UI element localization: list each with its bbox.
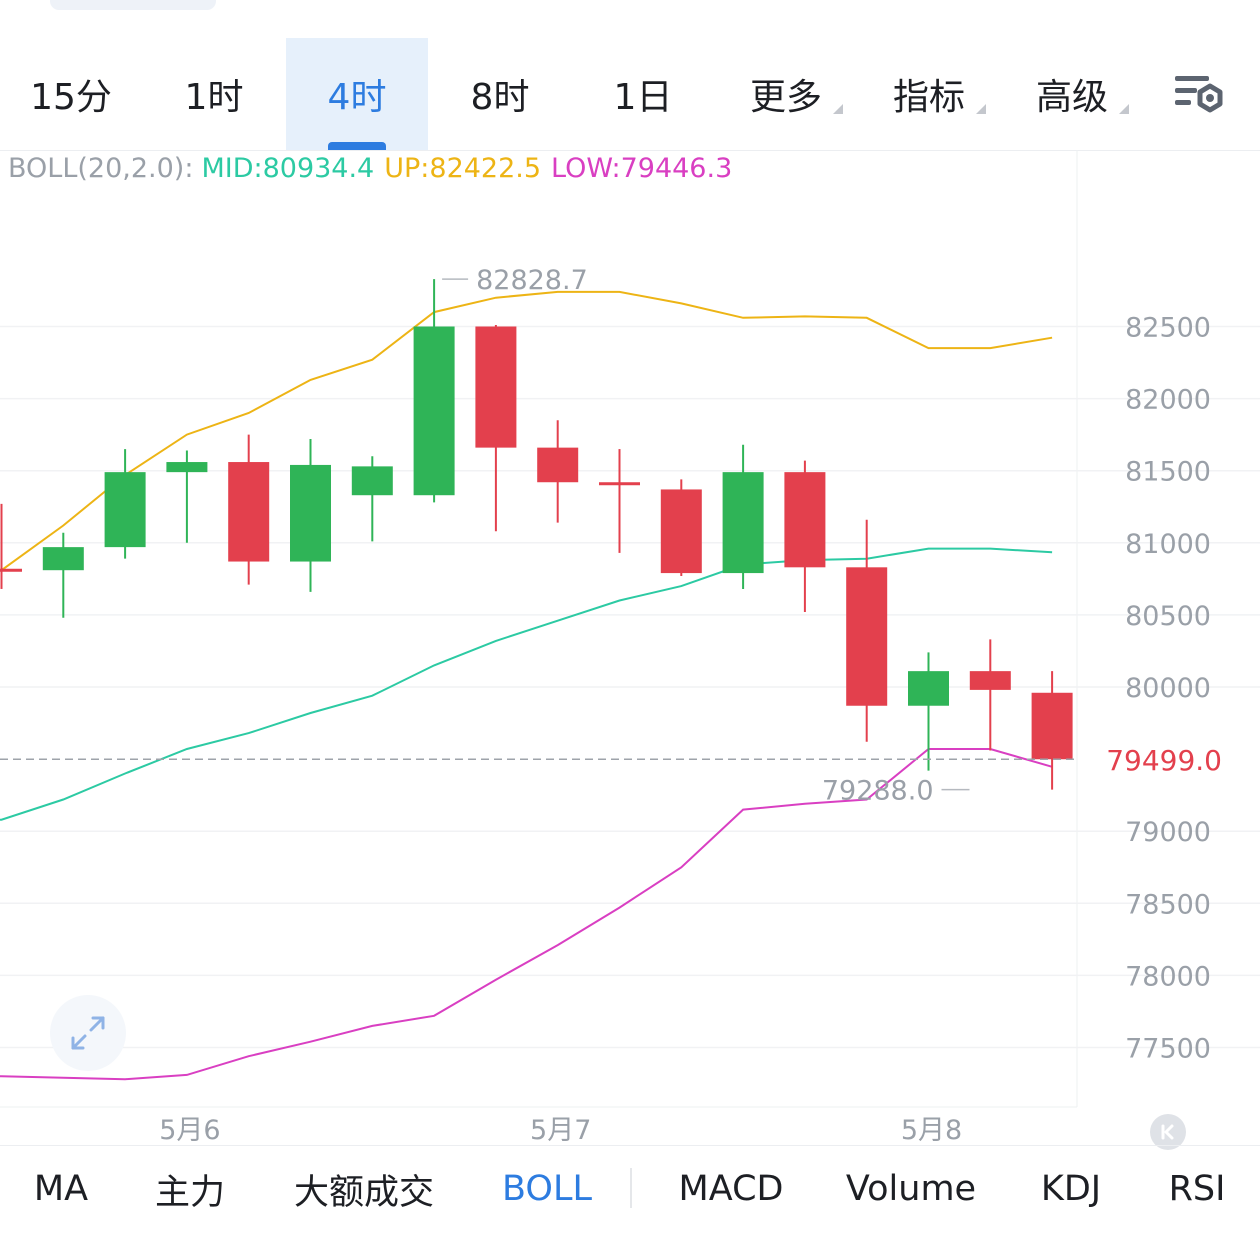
boll-low-line <box>0 748 1053 1081</box>
candle-body <box>413 326 455 496</box>
candle-body <box>42 547 84 571</box>
candle-body <box>908 671 949 706</box>
tab-label: 1时 <box>184 77 244 118</box>
candle-body <box>0 568 22 572</box>
tab-label: 8时 <box>470 77 530 118</box>
dropdown-corner-icon <box>976 104 986 114</box>
tab-more[interactable]: 更多 <box>715 38 857 150</box>
y-tick-label: 82500 <box>1125 313 1211 344</box>
indicator-volume[interactable]: Volume <box>845 1169 977 1209</box>
tab-1h[interactable]: 1时 <box>143 38 285 150</box>
expand-chart-button[interactable] <box>50 995 126 1071</box>
tab-8h[interactable]: 8时 <box>429 38 571 150</box>
candle-body <box>166 462 208 473</box>
active-tab-indicator <box>328 142 386 150</box>
indicator-divider <box>0 1145 1260 1146</box>
tab-label: 4时 <box>327 77 387 118</box>
candle-body <box>784 472 826 568</box>
indicator-bar: MA 主力 大额成交 BOLL MACD Volume KDJ RSI <box>0 1146 1260 1245</box>
boll-legend: BOLL(20,2.0): MID:80934.4 UP:82422.5 LOW:79… <box>8 153 742 184</box>
indicator-rsi[interactable]: RSI <box>1168 1169 1226 1209</box>
top-pill <box>50 0 216 10</box>
header-divider <box>0 150 1260 151</box>
y-tick-label: 82000 <box>1125 385 1211 416</box>
candle-body <box>290 464 331 562</box>
tab-label: 更多 <box>749 77 822 118</box>
candle-body <box>1031 692 1073 760</box>
current-price-label: 79499.0 <box>1106 744 1222 777</box>
indicator-large-trades[interactable]: 大额成交 <box>293 1172 435 1213</box>
boll-low-value: LOW:79446.3 <box>551 153 733 184</box>
timeframe-bar: 15分 1时 4时 8时 1日 更多 指标 高级 <box>0 38 1260 150</box>
x-axis-label: 5月7 <box>530 1115 591 1145</box>
candle-body <box>599 482 640 486</box>
boll-name: BOLL(20,2.0): <box>8 153 194 184</box>
chart-settings-icon[interactable] <box>1168 70 1228 120</box>
y-tick-label: 77500 <box>1125 1034 1211 1065</box>
indicator-separator <box>630 1168 632 1208</box>
tab-advanced[interactable]: 高级 <box>1001 38 1143 150</box>
high-price-label: 82828.7 <box>476 265 588 296</box>
y-tick-label: 81500 <box>1125 457 1211 488</box>
dropdown-corner-icon <box>833 104 843 114</box>
y-tick-label: 78500 <box>1125 889 1211 920</box>
tab-label: 15分 <box>30 77 112 118</box>
boll-up-line <box>0 290 1053 572</box>
candle-body <box>351 466 393 496</box>
indicator-ma[interactable]: MA <box>33 1169 89 1209</box>
scroll-to-latest-button[interactable] <box>1150 1114 1186 1150</box>
candle-body <box>969 671 1011 690</box>
y-tick-label: 81000 <box>1125 529 1211 560</box>
x-axis-label: 5月6 <box>159 1115 220 1145</box>
x-axis-label: 5月8 <box>901 1115 962 1145</box>
expand-arrows-icon <box>71 1016 105 1050</box>
y-tick-label: 78000 <box>1125 961 1211 992</box>
tab-label: 1日 <box>613 77 673 118</box>
tab-indicators[interactable]: 指标 <box>858 38 1000 150</box>
candle-body <box>537 447 579 483</box>
candle-body <box>846 567 888 706</box>
tab-label: 指标 <box>892 77 965 118</box>
tab-1d[interactable]: 1日 <box>572 38 714 150</box>
indicator-main-force[interactable]: 主力 <box>154 1172 226 1213</box>
candle-body <box>104 472 146 548</box>
candle-body <box>722 472 764 574</box>
tab-label: 高级 <box>1035 77 1108 118</box>
boll-up-value: UP:82422.5 <box>384 153 542 184</box>
tab-4h[interactable]: 4时 <box>286 38 428 150</box>
dropdown-corner-icon <box>1119 104 1129 114</box>
candlestick-chart[interactable]: 82500 82000 81500 81000 80500 80000 79000 78500… <box>0 150 1260 1145</box>
y-tick-label: 80500 <box>1125 601 1211 632</box>
boll-mid-value: MID:80934.4 <box>201 153 375 184</box>
candle-body <box>228 462 270 562</box>
candle-body <box>475 326 517 448</box>
indicator-kdj[interactable]: KDJ <box>1040 1169 1102 1209</box>
low-price-label: 79288.0 <box>822 776 934 807</box>
indicator-boll[interactable]: BOLL <box>502 1169 592 1209</box>
candle-body <box>660 489 702 574</box>
indicator-macd[interactable]: MACD <box>678 1169 784 1209</box>
tab-15m[interactable]: 15分 <box>0 38 142 150</box>
y-tick-label: 80000 <box>1125 673 1211 704</box>
scroll-to-latest-icon <box>1161 1124 1174 1140</box>
y-tick-label: 79000 <box>1125 817 1211 848</box>
